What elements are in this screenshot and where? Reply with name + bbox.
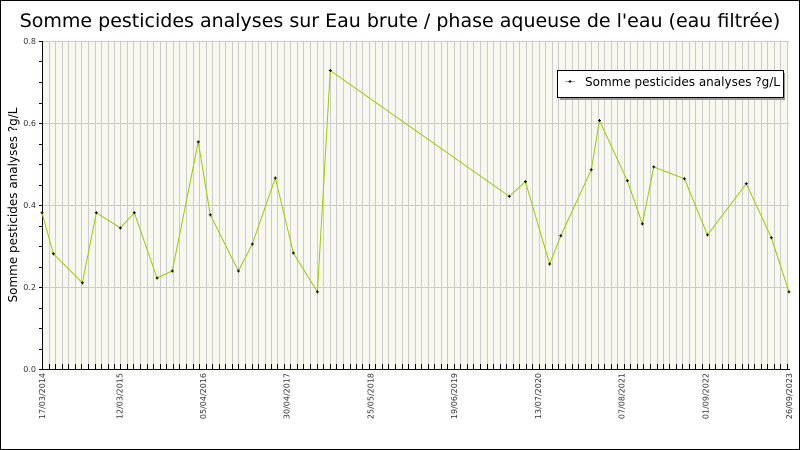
x-tick-label: 07/08/2021: [618, 373, 627, 419]
data-point: [118, 226, 122, 230]
legend-label: Somme pesticides analyses ?g/L: [585, 75, 780, 89]
legend-marker-icon: [568, 80, 572, 83]
x-tick-label: 25/05/2018: [366, 373, 375, 419]
y-tick-label: 0.4: [23, 201, 36, 210]
data-point: [328, 69, 332, 73]
x-tick-label: 26/09/2023: [785, 373, 794, 419]
y-axis-ticks: 0.0 0.2 0.4 0.6 0.8: [23, 37, 36, 374]
data-point: [273, 176, 277, 180]
data-point: [640, 222, 644, 226]
x-tick-label: 19/06/2019: [450, 373, 459, 419]
y-tick-label: 0.6: [23, 119, 36, 128]
x-tick-label: 01/09/2022: [701, 373, 710, 419]
data-point: [652, 165, 656, 169]
data-point: [597, 119, 601, 123]
data-point: [208, 213, 212, 217]
series-somme-pesticides: [40, 69, 791, 294]
y-tick-label: 0.0: [23, 365, 36, 374]
x-tick-label: 12/03/2015: [115, 373, 124, 419]
x-tick-label: 30/04/2017: [283, 373, 292, 419]
data-point: [523, 180, 527, 184]
series-line: [41, 69, 790, 294]
x-tick-label: 17/03/2014: [38, 373, 47, 419]
data-point: [507, 194, 511, 198]
data-point: [250, 242, 254, 246]
data-point: [196, 140, 200, 144]
data-point: [787, 290, 791, 294]
chart-title: Somme pesticides analyses sur Eau brute …: [20, 10, 781, 32]
y-axis-label: Somme pesticides analyses ?g/L: [6, 107, 20, 302]
data-point: [132, 211, 136, 215]
data-point: [548, 262, 552, 266]
y-tick-label: 0.2: [23, 283, 36, 292]
data-point: [170, 269, 174, 273]
data-point: [51, 252, 55, 256]
data-point: [80, 281, 84, 285]
data-point: [94, 211, 98, 215]
legend-box: [557, 70, 784, 98]
data-point: [155, 276, 159, 280]
x-tick-label: 13/07/2020: [534, 373, 543, 419]
x-axis-ticks: 17/03/2014 12/03/2015 05/04/2016 30/04/2017…: [38, 373, 794, 419]
data-point: [769, 236, 773, 240]
legend: Somme pesticides analyses ?g/L: [557, 70, 785, 100]
data-point: [625, 179, 629, 183]
y-tick-label: 0.8: [23, 37, 36, 46]
data-point: [291, 251, 295, 255]
data-point: [236, 269, 240, 273]
data-point: [705, 233, 709, 237]
data-point: [589, 168, 593, 172]
data-point: [315, 290, 319, 294]
data-point: [682, 177, 686, 181]
axes: [39, 41, 790, 370]
x-tick-label: 05/04/2016: [199, 373, 208, 419]
data-point: [744, 182, 748, 186]
data-point: [40, 211, 44, 215]
data-point: [559, 234, 563, 238]
